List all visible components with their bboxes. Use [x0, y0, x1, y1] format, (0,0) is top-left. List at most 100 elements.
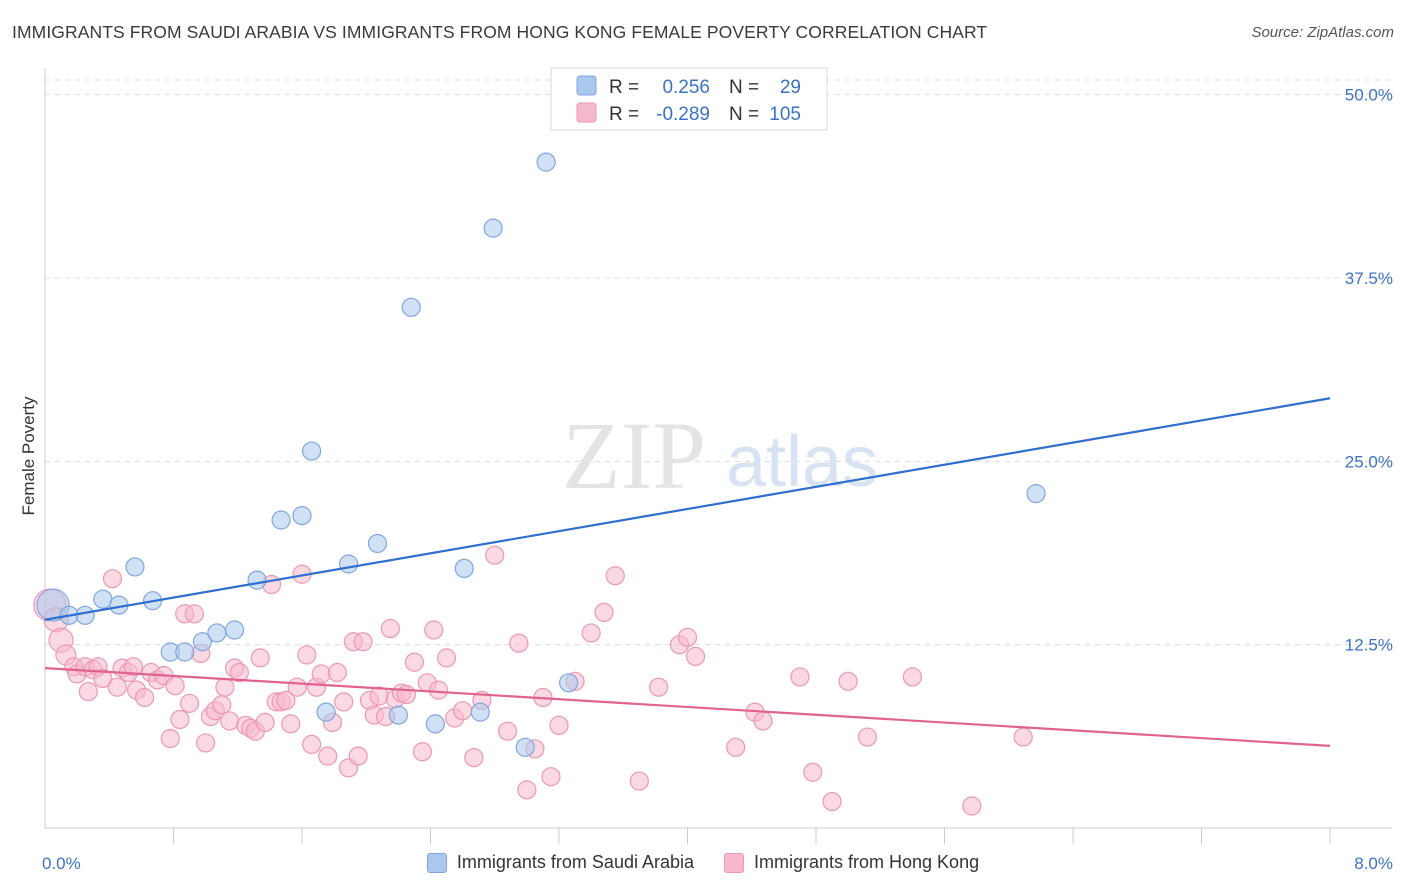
hong-kong-point-79 [498, 721, 518, 741]
hong-kong-point-48 [297, 645, 317, 665]
hong-kong-point-104 [962, 796, 982, 816]
hong-kong-points [33, 545, 1033, 816]
hong-kong-point-54 [327, 662, 347, 683]
saudi-point-9 [192, 632, 213, 652]
saudi-point-18 [367, 533, 388, 554]
series-swatch-pink [724, 852, 744, 873]
saudi-point-5 [125, 557, 145, 577]
hong-kong-point-88 [594, 602, 614, 623]
hong-kong-point-33 [220, 711, 240, 731]
hong-kong-point-55 [334, 692, 354, 712]
axes [44, 68, 1392, 844]
hong-kong-point-35 [229, 662, 249, 683]
series-swatch-blue [426, 852, 447, 873]
saudi-point-2 [75, 605, 95, 625]
legend-n-value-2: 105 [769, 104, 801, 125]
saudi-point-27 [559, 673, 579, 693]
hong-kong-point-59 [353, 632, 373, 652]
series-legend: Immigrants from Saudi Arabia Immigrants … [0, 852, 1406, 873]
hong-kong-point-46 [287, 677, 307, 697]
saudi-point-11 [224, 620, 245, 640]
saudi-point-26 [536, 152, 556, 172]
hong-kong-point-21 [160, 728, 180, 749]
saudi-point-8 [175, 642, 195, 662]
gridlines [45, 79, 1392, 646]
legend-r-label-1: R = [609, 77, 639, 98]
legend-n-label-1: N = [729, 77, 759, 98]
hong-kong-point-75 [453, 701, 473, 721]
hong-kong-point-31 [212, 695, 232, 715]
x-tick-label-0: 0.0% [42, 854, 81, 873]
saudi-point-19 [388, 705, 408, 725]
hong-kong-point-25 [179, 693, 200, 713]
x-tick-labels: 0.0% 8.0% [42, 854, 1393, 873]
saudi-point-13 [271, 510, 291, 530]
y-tick-label-1: 25.0% [1345, 452, 1393, 471]
hong-kong-point-95 [726, 737, 746, 757]
hong-kong-point-10 [93, 668, 113, 689]
watermark-zip: ZIP [562, 402, 706, 509]
legend-r-label-2: R = [609, 104, 639, 125]
hong-kong-point-87 [581, 623, 601, 643]
hong-kong-point-7 [78, 681, 98, 702]
hong-kong-point-76 [464, 747, 484, 768]
hong-kong-point-68 [404, 652, 425, 672]
legend-n-value-1: 29 [780, 77, 801, 98]
legend-swatch-blue [576, 75, 597, 96]
hong-kong-point-15 [123, 657, 143, 677]
hong-kong-point-94 [685, 646, 706, 667]
legend-r-value-1: 0.256 [662, 77, 710, 98]
hong-kong-point-98 [790, 667, 810, 687]
hong-kong-point-44 [276, 690, 296, 711]
legend-r-value-2: -0.289 [656, 104, 710, 125]
hong-kong-point-32 [215, 677, 235, 697]
hong-kong-point-103 [902, 667, 922, 687]
hong-kong-point-71 [424, 620, 444, 640]
hong-kong-point-72 [428, 680, 449, 700]
saudi-point-24 [483, 218, 503, 238]
saudi-point-10 [207, 623, 227, 643]
series-legend-item-saudi: Immigrants from Saudi Arabia [426, 852, 694, 873]
trend-lines [44, 397, 1331, 747]
hong-kong-point-81 [517, 780, 537, 800]
hong-kong-point-102 [857, 727, 878, 747]
saudi-point-15 [302, 441, 322, 461]
saudi-trend-line [44, 397, 1331, 621]
hong-kong-point-85 [549, 715, 569, 735]
hong-kong-point-12 [107, 677, 127, 697]
y-tick-label-2: 37.5% [1345, 269, 1393, 288]
hong-kong-point-22 [165, 676, 185, 696]
hong-kong-point-51 [311, 664, 331, 684]
hong-kong-point-67 [396, 684, 417, 705]
saudi-point-23 [470, 702, 490, 722]
saudi-point-22 [454, 558, 474, 579]
watermark: ZIP atlas [562, 402, 878, 509]
hong-kong-point-11 [102, 569, 123, 589]
hong-kong-point-49 [302, 734, 322, 755]
saudi-point-16 [316, 702, 336, 722]
hong-kong-point-101 [838, 671, 858, 691]
y-axis-label: Female Poverty [19, 396, 38, 516]
saudi-point-12 [247, 570, 267, 590]
saudi-arabia-points [36, 152, 1046, 757]
saudi-point-20 [401, 297, 421, 317]
hong-kong-point-91 [648, 677, 669, 697]
hong-kong-point-105 [1013, 727, 1033, 747]
hong-kong-point-23 [170, 709, 190, 730]
hong-kong-point-99 [803, 762, 823, 782]
hong-kong-point-73 [436, 648, 457, 668]
y-tick-label-3: 50.0% [1345, 86, 1393, 105]
hong-kong-point-17 [134, 687, 155, 708]
chart-title: IMMIGRANTS FROM SAUDI ARABIA VS IMMIGRAN… [12, 22, 988, 42]
legend-n-label-2: N = [729, 104, 759, 125]
hong-kong-point-39 [250, 648, 270, 668]
hong-kong-point-84 [541, 767, 561, 787]
y-tick-labels: 12.5% 25.0% 37.5% 50.0% [1345, 86, 1393, 655]
hong-kong-trend-line [44, 667, 1331, 747]
hong-kong-point-93 [677, 627, 698, 647]
y-tick-label-0: 12.5% [1345, 636, 1393, 655]
saudi-point-21 [425, 714, 445, 734]
series-legend-item-hong-kong: Immigrants from Hong Kong [724, 852, 979, 873]
saudi-point-3 [93, 589, 113, 609]
